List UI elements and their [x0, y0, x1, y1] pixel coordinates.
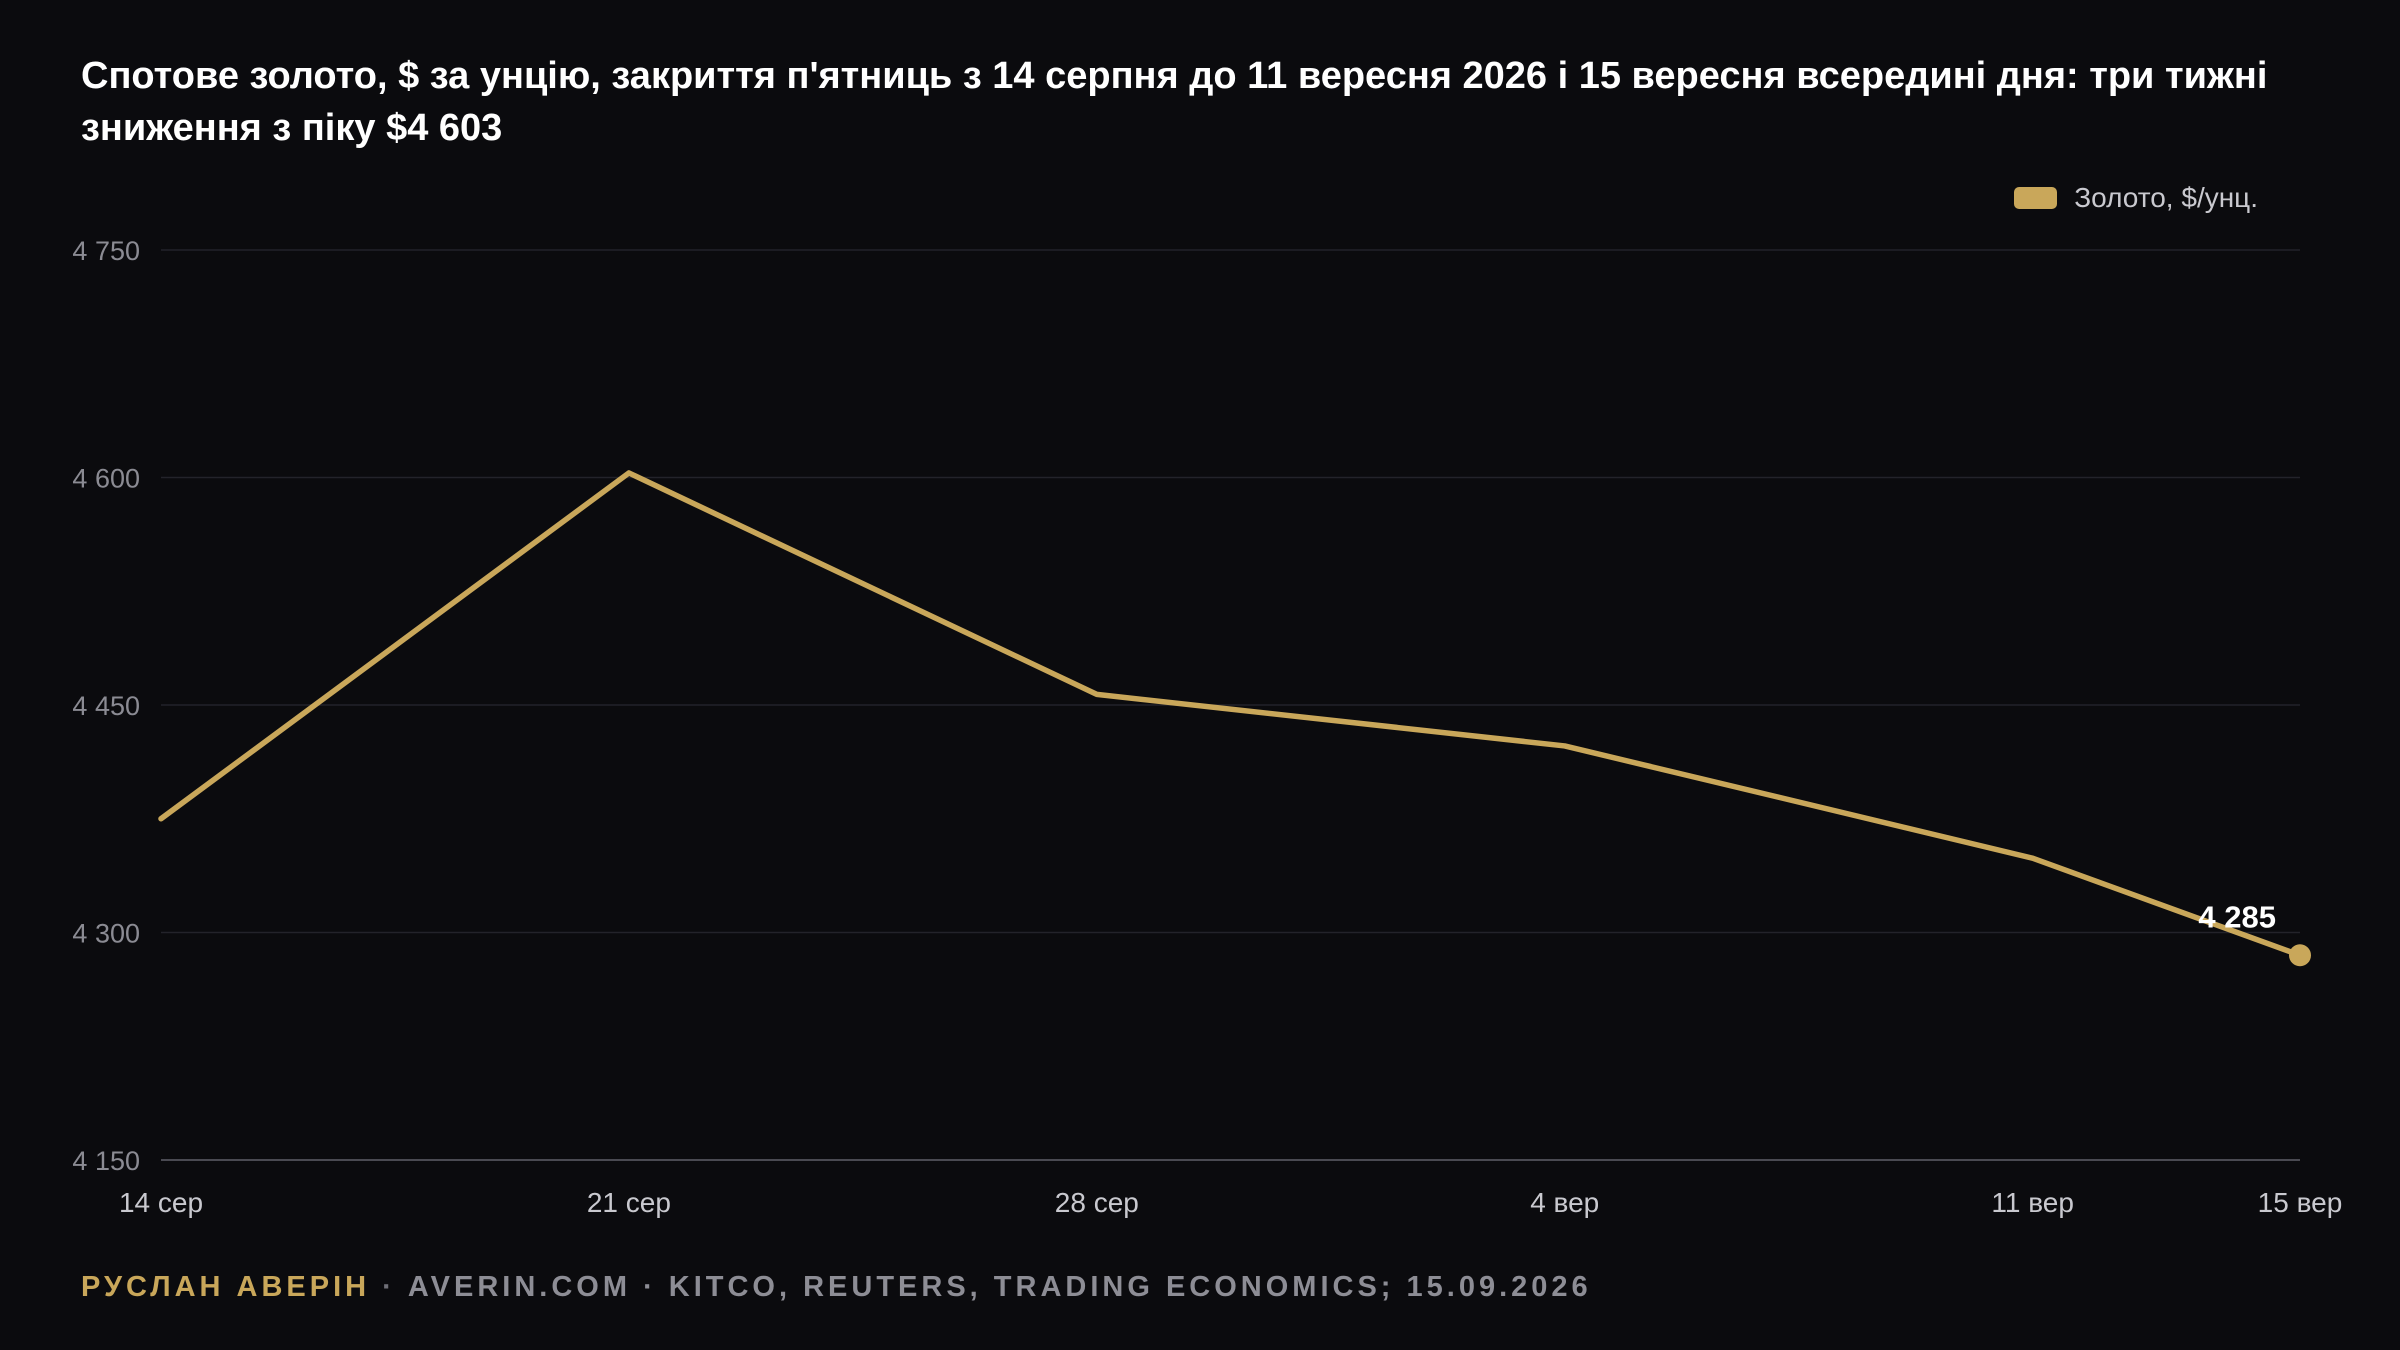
y-tick-label: 4 450 [72, 691, 140, 721]
legend: Золото, $/унц. [2014, 182, 2258, 214]
x-tick-label: 15 вер [2258, 1187, 2343, 1218]
x-tick-label: 4 вер [1530, 1187, 1599, 1218]
x-tick-label: 21 сер [587, 1187, 671, 1218]
y-tick-label: 4 150 [72, 1146, 140, 1176]
legend-swatch [2014, 187, 2058, 209]
series-layer: 4 285 [158, 470, 2311, 967]
x-tick-label: 14 сер [119, 1187, 203, 1218]
y-tick-label: 4 750 [72, 236, 140, 266]
y-tick-label: 4 600 [72, 464, 140, 494]
x-tick-label: 28 сер [1055, 1187, 1139, 1218]
y-tick-label: 4 300 [72, 919, 140, 949]
x-axis: 14 сер 21 сер 28 сер 4 вер 11 вер 15 вер [119, 1187, 2342, 1218]
chart-title: Спотове золото, $ за унцію, закриття п'я… [81, 55, 2268, 149]
footer-credits: РУСЛАН АВЕРІН · AVERIN.COM · KITCO, REUT… [81, 1271, 1592, 1304]
y-axis: 4 150 4 300 4 450 4 600 4 750 [72, 236, 140, 1176]
footer-author: РУСЛАН АВЕРІН [81, 1271, 371, 1303]
gold-price-line [158, 470, 2303, 958]
end-point-marker [2289, 944, 2311, 967]
footer-separator: · [370, 1271, 408, 1303]
legend-label: Золото, $/унц. [2074, 182, 2258, 213]
gridlines [161, 249, 2300, 1161]
end-value-label: 4 285 [2198, 899, 2276, 934]
x-tick-label: 11 вер [1991, 1187, 2074, 1218]
footer-sources: AVERIN.COM · KITCO, REUTERS, TRADING ECO… [407, 1271, 1592, 1303]
